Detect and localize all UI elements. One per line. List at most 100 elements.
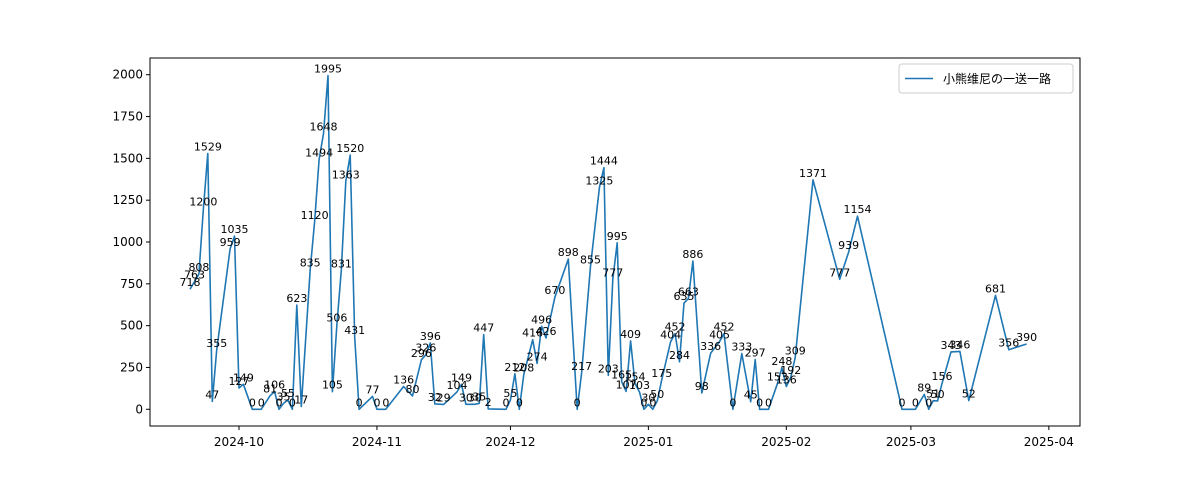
data-label: 2 — [485, 396, 492, 409]
y-tick-label: 1000 — [112, 235, 143, 249]
data-label: 0 — [516, 396, 523, 409]
data-label: 681 — [985, 282, 1006, 295]
data-label: 153 — [767, 371, 788, 384]
data-label: 452 — [714, 321, 735, 334]
data-label: 452 — [665, 321, 686, 334]
data-label: 1520 — [336, 142, 364, 155]
data-label: 808 — [188, 261, 209, 274]
data-label: 50 — [931, 388, 945, 401]
data-label: 0 — [574, 396, 581, 409]
data-label: 35 — [276, 390, 290, 403]
data-label: 30 — [468, 391, 482, 404]
data-label: 346 — [949, 338, 970, 351]
legend: 小熊维尼の一送一路 — [898, 63, 1074, 94]
data-label: 32 — [428, 391, 442, 404]
data-label: 831 — [331, 257, 352, 270]
data-label: 496 — [531, 313, 552, 326]
data-label: 30 — [641, 391, 655, 404]
y-tick-label: 2000 — [112, 68, 143, 82]
data-label: 127 — [228, 375, 249, 388]
data-label: 995 — [607, 230, 628, 243]
data-label: 175 — [651, 367, 672, 380]
data-label: 0 — [356, 396, 363, 409]
data-label: 356 — [998, 337, 1019, 350]
data-label: 1154 — [844, 203, 872, 216]
data-label: 0 — [729, 396, 736, 409]
data-label: 336 — [700, 340, 721, 353]
x-tick-label: 2024-12 — [485, 435, 535, 449]
data-label: 203 — [598, 362, 619, 375]
data-label: 0 — [912, 396, 919, 409]
data-label: 55 — [503, 387, 517, 400]
data-label: 81 — [263, 383, 277, 396]
data-label: 30 — [459, 391, 473, 404]
data-label: 149 — [451, 371, 472, 384]
data-label: 0 — [765, 396, 772, 409]
series-layer — [189, 74, 1027, 411]
data-label: 105 — [322, 379, 343, 392]
data-label: 104 — [447, 379, 468, 392]
data-label: 35 — [472, 390, 486, 403]
x-tick-label: 2024-11 — [352, 435, 402, 449]
data-label: 777 — [829, 266, 850, 279]
data-label: 0 — [649, 396, 656, 409]
data-label: 0 — [382, 396, 389, 409]
data-label: 635 — [673, 290, 694, 303]
data-label: 107 — [616, 378, 637, 391]
data-label: 297 — [745, 347, 766, 360]
x-tick-label: 2025-01 — [623, 435, 673, 449]
data-label: 623 — [286, 292, 307, 305]
data-label: 0 — [756, 396, 763, 409]
data-label: 426 — [536, 325, 557, 338]
x-tick-label: 2025-04 — [1024, 435, 1074, 449]
data-label: 898 — [558, 246, 579, 259]
data-label: 333 — [731, 341, 752, 354]
data-label: 136 — [393, 374, 414, 387]
data-label: 1529 — [194, 141, 222, 154]
data-label: 45 — [744, 389, 758, 402]
data-label: 0 — [258, 396, 265, 409]
data-label: 0 — [925, 396, 932, 409]
data-label: 663 — [678, 285, 699, 298]
data-label: 103 — [629, 379, 650, 392]
data-label: 55 — [281, 387, 295, 400]
data-label: 217 — [571, 360, 592, 373]
data-label: 0 — [373, 396, 380, 409]
data-label: 1648 — [310, 121, 338, 134]
y-tick-label: 1250 — [112, 193, 143, 207]
data-label: 1371 — [799, 167, 827, 180]
data-label: 248 — [771, 355, 792, 368]
data-label: 777 — [602, 266, 623, 279]
data-label: 343 — [940, 339, 961, 352]
data-label: 284 — [669, 349, 690, 362]
data-label: 98 — [695, 380, 709, 393]
data-label: 670 — [544, 284, 565, 297]
data-label: 0 — [899, 396, 906, 409]
x-tick-label: 2025-03 — [886, 435, 936, 449]
data-label: 89 — [917, 381, 931, 394]
y-tick-label: 1750 — [112, 110, 143, 124]
data-label: 106 — [264, 379, 285, 392]
data-label: 80 — [406, 383, 420, 396]
data-label: 309 — [785, 345, 806, 358]
x-tick-label: 2024-10 — [214, 435, 264, 449]
data-label: 404 — [660, 329, 681, 342]
data-label: 212 — [504, 361, 525, 374]
y-tick-label: 250 — [120, 360, 143, 374]
data-label: 149 — [233, 371, 254, 384]
data-label: 1325 — [585, 175, 613, 188]
data-label: 506 — [326, 312, 347, 325]
data-label: 156 — [932, 370, 953, 383]
data-label: 1035 — [221, 223, 249, 236]
data-label: 355 — [206, 337, 227, 350]
data-label: 763 — [184, 269, 205, 282]
x-tick-label: 2025-02 — [761, 435, 811, 449]
data-label: 29 — [437, 391, 451, 404]
data-label: 1363 — [332, 168, 360, 181]
data-label: 0 — [249, 396, 256, 409]
data-label: 154 — [625, 371, 646, 384]
data-label: 718 — [180, 276, 201, 289]
data-label: 77 — [365, 383, 379, 396]
